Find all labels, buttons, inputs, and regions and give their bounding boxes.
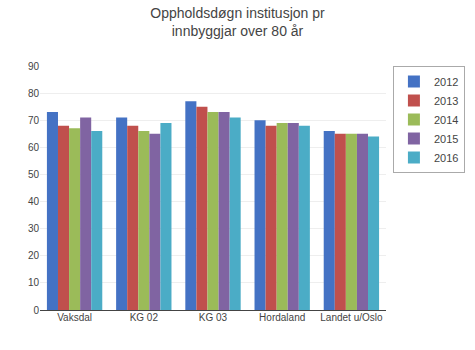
svg-text:40: 40 bbox=[28, 196, 40, 207]
svg-text:70: 70 bbox=[28, 115, 40, 126]
svg-text:30: 30 bbox=[28, 223, 40, 234]
svg-text:Hordaland: Hordaland bbox=[259, 312, 305, 323]
svg-text:10: 10 bbox=[28, 277, 40, 288]
svg-text:Landet u/Oslo: Landet u/Oslo bbox=[320, 312, 383, 323]
svg-text:90: 90 bbox=[28, 61, 40, 72]
svg-text:2013: 2013 bbox=[434, 95, 458, 107]
svg-text:2016: 2016 bbox=[434, 152, 458, 164]
svg-text:KG 03: KG 03 bbox=[199, 312, 228, 323]
svg-text:2014: 2014 bbox=[434, 114, 458, 126]
svg-text:Oppholdsdøgn institusjon prinn: Oppholdsdøgn institusjon prinnbyggjar ov… bbox=[150, 5, 325, 39]
svg-text:2015: 2015 bbox=[434, 133, 458, 145]
svg-text:60: 60 bbox=[28, 142, 40, 153]
svg-text:20: 20 bbox=[28, 250, 40, 261]
svg-text:2012: 2012 bbox=[434, 76, 458, 88]
svg-text:50: 50 bbox=[28, 169, 40, 180]
svg-text:0: 0 bbox=[33, 305, 39, 316]
svg-text:KG 02: KG 02 bbox=[130, 312, 159, 323]
svg-text:80: 80 bbox=[28, 88, 40, 99]
svg-text:Vaksdal: Vaksdal bbox=[57, 312, 92, 323]
